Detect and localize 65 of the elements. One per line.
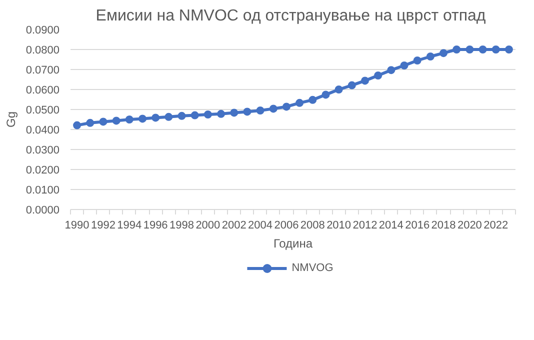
point [308, 96, 317, 104]
x-tick-label: 2000 [196, 220, 220, 232]
point [282, 102, 290, 111]
point [440, 49, 448, 58]
y-tick-label: 0.0200 [26, 164, 60, 176]
point [334, 86, 343, 94]
x-tick-label: 2016 [405, 220, 430, 232]
point [374, 72, 382, 80]
point [504, 46, 513, 54]
point [466, 46, 474, 54]
point [164, 112, 173, 121]
x-tick-label: 2022 [484, 220, 508, 232]
x-tick-label: 1998 [170, 220, 194, 232]
point [217, 110, 226, 118]
point [492, 46, 500, 54]
x-axis-title: Година [273, 236, 313, 250]
point [230, 108, 238, 117]
point [256, 106, 264, 114]
point [125, 116, 134, 124]
point [99, 118, 108, 126]
x-tick-label: 2006 [274, 220, 299, 232]
x-tick-label: 2020 [457, 220, 482, 232]
y-tick-label: 0.0800 [26, 44, 60, 56]
legend-label: NMVOG [292, 262, 334, 274]
point [360, 76, 369, 85]
point [138, 114, 146, 123]
y-tick-label: 0.0300 [26, 144, 60, 156]
x-tick-label: 2008 [300, 220, 325, 232]
x-tick-label: 1994 [117, 220, 142, 232]
point [73, 121, 82, 130]
point [400, 62, 408, 70]
point [452, 46, 461, 54]
x-tick-label: 2012 [352, 220, 378, 232]
point [204, 110, 212, 118]
x-tick-label: 1996 [143, 220, 168, 232]
point [296, 98, 304, 107]
point [112, 116, 120, 125]
y-tick-label: 0.0500 [26, 104, 60, 116]
y-axis-title: Gg [4, 111, 18, 128]
y-tick-label: 0.0100 [26, 184, 60, 196]
point [387, 66, 396, 74]
x-tick-label: 2002 [222, 220, 246, 232]
x-tick-label: 1990 [64, 220, 90, 232]
point [426, 52, 434, 60]
chart-title: Емисии на NMVOC од отстранување на цврст отпад [96, 8, 486, 24]
point [478, 46, 487, 54]
point [269, 104, 278, 113]
x-tick-label: 2004 [248, 220, 273, 232]
y-tick-label: 0.0900 [26, 24, 60, 36]
point [190, 111, 199, 120]
point [86, 118, 94, 127]
y-tick-label: 0.0700 [26, 64, 60, 76]
x-tick-label: 1992 [90, 220, 116, 232]
x-tick-label: 2010 [326, 220, 352, 232]
point [152, 114, 160, 122]
y-tick-label: 0.0600 [26, 84, 60, 96]
y-tick-label: 0.0400 [26, 124, 60, 136]
point [243, 108, 252, 116]
point [178, 112, 186, 120]
point [348, 81, 356, 90]
x-tick-label: 2018 [431, 220, 456, 232]
x-tick-label: 2014 [378, 220, 404, 232]
point [322, 90, 330, 99]
y-tick-label: 0.0000 [26, 204, 60, 216]
point [413, 56, 422, 64]
